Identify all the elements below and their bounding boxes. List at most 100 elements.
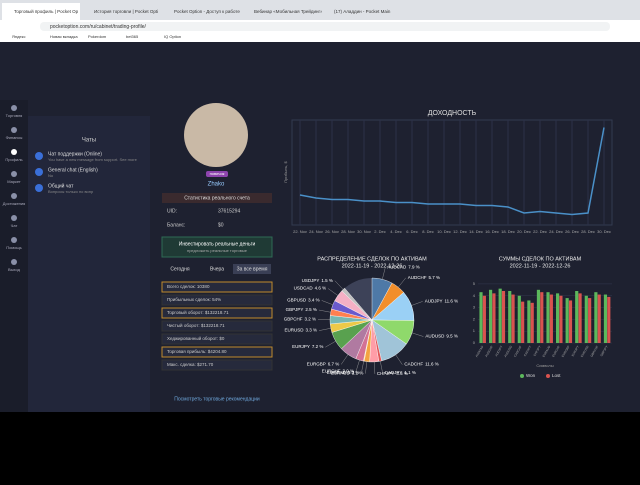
invest-sub: предложить реальные торговые <box>187 248 248 253</box>
balance: $0 <box>218 222 224 228</box>
chat-icon[interactable] <box>35 168 43 176</box>
slice-value: 3.5 % <box>396 371 408 376</box>
nav-icon[interactable] <box>11 105 17 111</box>
nav-icon[interactable] <box>11 215 17 221</box>
avatar <box>184 103 248 167</box>
slice-name: GBPJPY <box>286 307 304 312</box>
chat-preview: You have a new message from support. See… <box>48 157 138 162</box>
nav-label: Торговля <box>6 113 23 118</box>
nav-icon[interactable] <box>11 171 17 177</box>
period: Сегодня <box>170 266 189 272</box>
slice-name: AUDJPY <box>425 299 443 304</box>
tab-title: (17) Аладдин - Pocket Main <box>334 9 391 14</box>
nav-icon[interactable] <box>11 149 17 155</box>
slice-name: USDJPY <box>302 278 320 283</box>
x-tick-label: 22. Dec <box>533 229 547 234</box>
nav-icon[interactable] <box>11 237 17 243</box>
nav-label: Финансы <box>6 135 23 140</box>
bookmark[interactable]: bet365 <box>126 34 139 39</box>
stat: Торговый оборот: $132218.71 <box>167 309 229 315</box>
stat: Всего сделок: 10380 <box>167 284 210 289</box>
slice-name: EURJPY <box>292 344 310 349</box>
bar <box>579 293 582 343</box>
bar <box>566 298 569 343</box>
nav-icon[interactable] <box>11 259 17 265</box>
slice-value: 1.5 % <box>321 278 333 283</box>
nav-label: Чат <box>11 223 18 228</box>
chart-subtitle: 2022-11-19 - 2022-12-26 <box>510 263 571 269</box>
slice-value: 3.3 % <box>306 328 318 333</box>
y-axis-label: Прибыль, $ <box>283 161 288 183</box>
x-tick-label: 24. Nov <box>309 229 323 234</box>
x-tick-label: 2. Dec <box>374 229 386 234</box>
stats-title: Статистика реального счета <box>184 195 250 201</box>
tab-title: История торговли | Pocket Opti <box>94 9 158 14</box>
stat: Макс. сделка: $271.70 <box>167 362 214 367</box>
slice-name: EURCHF <box>322 369 341 374</box>
nav-icon[interactable] <box>11 127 17 133</box>
slice-value: 3.4 % <box>308 298 320 303</box>
tab-title: Вебинар «Мобильная Трейдинг» <box>254 8 323 14</box>
chart-title: СУММЫ СДЕЛОК ПО АКТИВАМ <box>499 256 582 262</box>
legend-label: Lost <box>552 373 561 378</box>
slice-name: EURGBP <box>307 362 326 367</box>
tab-title: Торговый профиль | Pocket Op <box>14 8 79 14</box>
x-tick-label: 4. Dec <box>390 229 402 234</box>
chat-icon[interactable] <box>35 184 43 192</box>
nav-icon[interactable] <box>11 193 17 199</box>
tab-title: Pocket Option - Доступ к работе <box>174 9 240 14</box>
slice-value: 7.2 % <box>312 344 324 349</box>
period: За все время <box>237 266 268 272</box>
line-chart <box>280 102 620 237</box>
bar <box>575 291 578 343</box>
x-axis-label: Символы <box>536 363 553 368</box>
x-tick-label: 20. Dec <box>517 229 531 234</box>
x-tick-label: 10. Dec <box>437 229 451 234</box>
recommendations-link[interactable]: Посмотреть торговые рекомендации <box>174 396 260 402</box>
bar <box>492 293 495 343</box>
bookmark[interactable]: Pokerdom <box>88 34 107 39</box>
bar <box>540 292 543 343</box>
bar <box>527 300 530 343</box>
slice-name: AUDUSD <box>425 334 445 339</box>
slice-value: 5.7 % <box>429 275 441 280</box>
slice-name: CHFJPY <box>377 371 395 376</box>
bar <box>479 292 482 343</box>
slice-value: 3.2 % <box>304 317 316 322</box>
bar <box>556 293 559 343</box>
balance-label: Баланс: <box>167 222 185 228</box>
bookmark[interactable]: Новая вкладка <box>50 34 78 39</box>
bar <box>537 290 540 343</box>
slice-value: 3.0 % <box>342 369 354 374</box>
bookmark[interactable]: Яндекс <box>12 34 25 39</box>
chat-icon[interactable] <box>35 152 43 160</box>
bar <box>546 292 549 343</box>
period: Вчера <box>210 266 224 272</box>
bar <box>594 292 597 343</box>
slice-value: 2.5 % <box>305 307 317 312</box>
bar <box>502 291 505 343</box>
x-tick-label: 22. Nov <box>293 229 307 234</box>
user-name: Zhako <box>208 182 225 188</box>
x-tick-label: 26. Dec <box>565 229 579 234</box>
letterbox <box>0 412 640 480</box>
url: pocketoption.com/ru/cabinet/trading-prof… <box>50 24 146 30</box>
bookmark[interactable]: IQ Option <box>164 34 181 39</box>
slice-name: AUDCHF <box>408 275 427 280</box>
slice-value: 6.7 % <box>328 362 340 367</box>
x-tick-label: 6. Dec <box>406 229 418 234</box>
chat-name: General chat (English) <box>48 167 98 173</box>
chart-title: РАСПРЕДЕЛЕНИЕ СДЕЛОК ПО АКТИВАМ <box>317 256 427 262</box>
bar <box>499 289 502 343</box>
bar <box>569 300 572 343</box>
